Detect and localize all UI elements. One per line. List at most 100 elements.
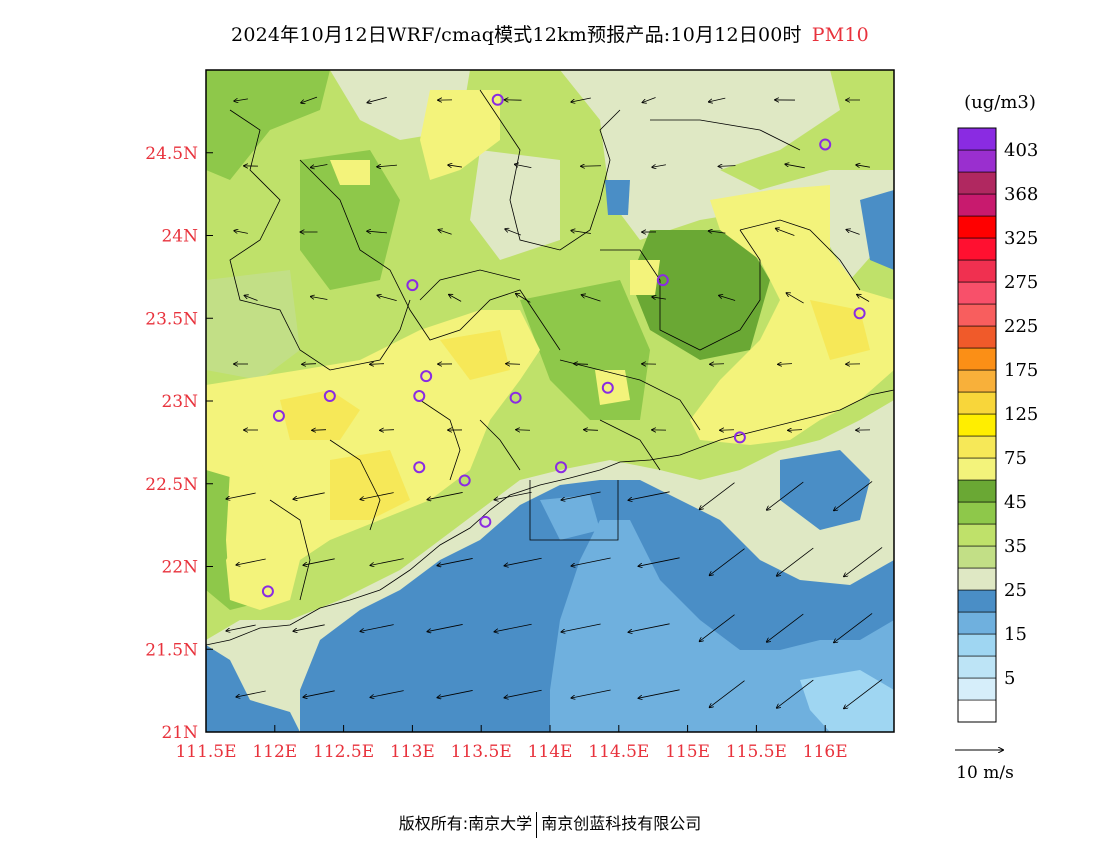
wind-arrow bbox=[719, 295, 736, 301]
colorbar-segment bbox=[957, 567, 997, 591]
wind-arrow bbox=[856, 165, 870, 167]
colorbar-label: 325 bbox=[1004, 228, 1038, 249]
monitoring-station-marker bbox=[406, 279, 419, 292]
wind-arrow bbox=[226, 624, 256, 631]
wind-arrow bbox=[767, 613, 804, 642]
wind-arrow bbox=[638, 689, 680, 698]
wind-arrow bbox=[844, 547, 883, 576]
colorbar-segment bbox=[957, 589, 997, 613]
monitoring-station-marker bbox=[272, 409, 285, 422]
wind-arrow bbox=[652, 297, 666, 299]
colorbar-label: 175 bbox=[1004, 360, 1038, 381]
wind-arrow bbox=[370, 558, 404, 566]
concentration-field bbox=[206, 70, 894, 732]
wind-arrow bbox=[312, 430, 327, 431]
wind-arrow bbox=[302, 364, 317, 365]
colorbar-segment bbox=[957, 391, 997, 415]
title-pollutant: PM10 bbox=[811, 24, 869, 46]
colorbar-label: 5 bbox=[1004, 668, 1015, 689]
colorbar-segment bbox=[957, 325, 997, 349]
wind-arrow bbox=[561, 623, 601, 632]
colorbar-segment bbox=[957, 369, 997, 393]
y-tick-label: 24.5N bbox=[145, 144, 198, 164]
wind-arrow bbox=[584, 430, 599, 431]
colorbar-segment bbox=[957, 655, 997, 679]
wind-arrow bbox=[234, 231, 248, 234]
wind-arrow bbox=[370, 364, 385, 365]
footer-separator bbox=[536, 811, 538, 838]
wind-arrow bbox=[448, 165, 462, 167]
wind-arrow bbox=[226, 492, 256, 499]
title-main: 2024年10月12日WRF/cmaq模式12km预报产品:10月12日00时 bbox=[231, 24, 802, 46]
copyright-footer: 版权所有:南京大学 南京创蓝科技有限公司 bbox=[0, 810, 1100, 838]
wind-arrow bbox=[234, 99, 248, 101]
colorbar-segment bbox=[957, 677, 997, 701]
wind-arrow bbox=[571, 97, 591, 102]
x-axis: 111.5E 112E 112.5E 113E 113.5E 114E 114.5E 115E… bbox=[175, 725, 848, 762]
wind-arrow bbox=[303, 558, 335, 565]
wind-arrow bbox=[785, 164, 805, 169]
wind-arrow bbox=[788, 430, 803, 431]
wind-arrow bbox=[377, 165, 397, 167]
wind-arrow bbox=[777, 547, 814, 576]
wind-arrow bbox=[571, 557, 611, 566]
wind-arrow bbox=[834, 613, 873, 642]
monitoring-station-marker bbox=[458, 474, 471, 487]
wind-arrow bbox=[367, 231, 387, 233]
monitoring-station-marker bbox=[491, 93, 504, 106]
monitoring-station-marker bbox=[261, 585, 274, 598]
wind-arrow bbox=[244, 295, 258, 301]
colorbar-segment bbox=[957, 457, 997, 481]
y-tick-label: 21N bbox=[161, 723, 198, 743]
wind-arrow bbox=[561, 491, 601, 500]
x-tick-label: 113.5E bbox=[451, 742, 512, 762]
colorbar-label: 368 bbox=[1004, 184, 1038, 205]
monitoring-station-marker bbox=[420, 370, 433, 383]
wind-arrow bbox=[236, 690, 266, 697]
wind-arrow bbox=[581, 166, 602, 167]
wind-arrow bbox=[427, 624, 463, 631]
footer-right: 南京创蓝科技有限公司 bbox=[541, 814, 702, 833]
colorbar-segment bbox=[957, 281, 997, 305]
wind-arrow bbox=[709, 680, 745, 708]
colorbar-segment bbox=[957, 171, 997, 195]
y-tick-label: 24N bbox=[161, 227, 198, 247]
wind-arrow bbox=[719, 166, 736, 167]
wind-arrow bbox=[709, 231, 726, 233]
wind-arrow bbox=[515, 164, 532, 169]
colorbar-segment bbox=[957, 523, 997, 547]
footer-left: 版权所有:南京大学 bbox=[398, 814, 533, 833]
monitoring-station-marker bbox=[656, 274, 669, 287]
wind-arrow bbox=[652, 165, 666, 168]
colorbar-segment bbox=[957, 215, 997, 239]
colorbar-label: 275 bbox=[1004, 272, 1038, 293]
wind-arrow bbox=[857, 295, 870, 302]
colorbar-segment bbox=[957, 611, 997, 635]
wind-arrow bbox=[360, 624, 394, 632]
wind-arrow bbox=[370, 690, 404, 698]
colorbar-segment bbox=[957, 347, 997, 371]
wind-arrow bbox=[844, 679, 883, 708]
wind-arrow bbox=[709, 548, 745, 576]
wind-arrow bbox=[776, 229, 795, 236]
monitoring-station-marker bbox=[555, 461, 568, 474]
monitoring-station-marker bbox=[323, 390, 336, 403]
x-tick-label: 116E bbox=[803, 742, 848, 762]
wind-arrow bbox=[582, 295, 601, 302]
y-axis: 21N 21.5N 22N 22.5N 23N 23.5N 24N 24.5N bbox=[145, 144, 213, 743]
colorbar-segment bbox=[957, 501, 997, 525]
wind-arrow bbox=[777, 679, 814, 708]
monitoring-station-marker bbox=[819, 138, 832, 151]
wind-arrow bbox=[427, 492, 463, 499]
wind-arrow bbox=[494, 623, 532, 632]
colorbar-label: 125 bbox=[1004, 404, 1038, 425]
wind-arrow bbox=[767, 481, 804, 510]
x-tick-label: 115E bbox=[665, 742, 710, 762]
wind-arrow bbox=[301, 96, 318, 103]
y-tick-label: 23.5N bbox=[145, 309, 198, 329]
wind-arrow bbox=[516, 430, 531, 431]
wind-arrow bbox=[360, 492, 394, 500]
x-tick-label: 111.5E bbox=[175, 742, 236, 762]
wind-arrow bbox=[311, 297, 328, 300]
wind-arrow bbox=[778, 364, 793, 365]
